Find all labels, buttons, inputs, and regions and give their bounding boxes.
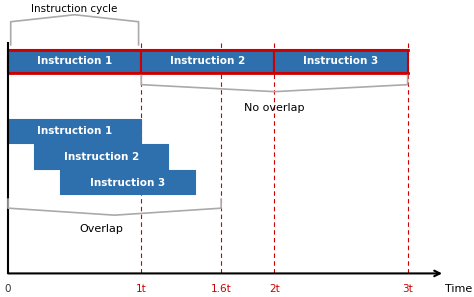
Text: Time: Time	[445, 284, 472, 294]
Text: 1.6t: 1.6t	[211, 284, 231, 294]
Text: 2t: 2t	[269, 284, 280, 294]
Text: Instruction 2: Instruction 2	[170, 56, 246, 66]
FancyBboxPatch shape	[35, 145, 168, 169]
Text: Instruction 2: Instruction 2	[64, 152, 139, 162]
Text: Overlap: Overlap	[79, 225, 123, 235]
Text: Instruction cycle: Instruction cycle	[31, 4, 118, 14]
Text: Instruction 1: Instruction 1	[37, 126, 112, 136]
Text: 3t: 3t	[402, 284, 413, 294]
FancyBboxPatch shape	[141, 50, 274, 73]
Text: Instruction 3: Instruction 3	[90, 178, 165, 187]
Text: 1t: 1t	[136, 284, 146, 294]
FancyBboxPatch shape	[61, 171, 194, 194]
FancyBboxPatch shape	[274, 50, 408, 73]
Text: Instruction 3: Instruction 3	[303, 56, 379, 66]
Text: 0: 0	[5, 284, 11, 294]
Text: Instruction 1: Instruction 1	[37, 56, 112, 66]
Text: No overlap: No overlap	[244, 103, 305, 113]
FancyBboxPatch shape	[8, 50, 141, 73]
FancyBboxPatch shape	[8, 120, 141, 143]
